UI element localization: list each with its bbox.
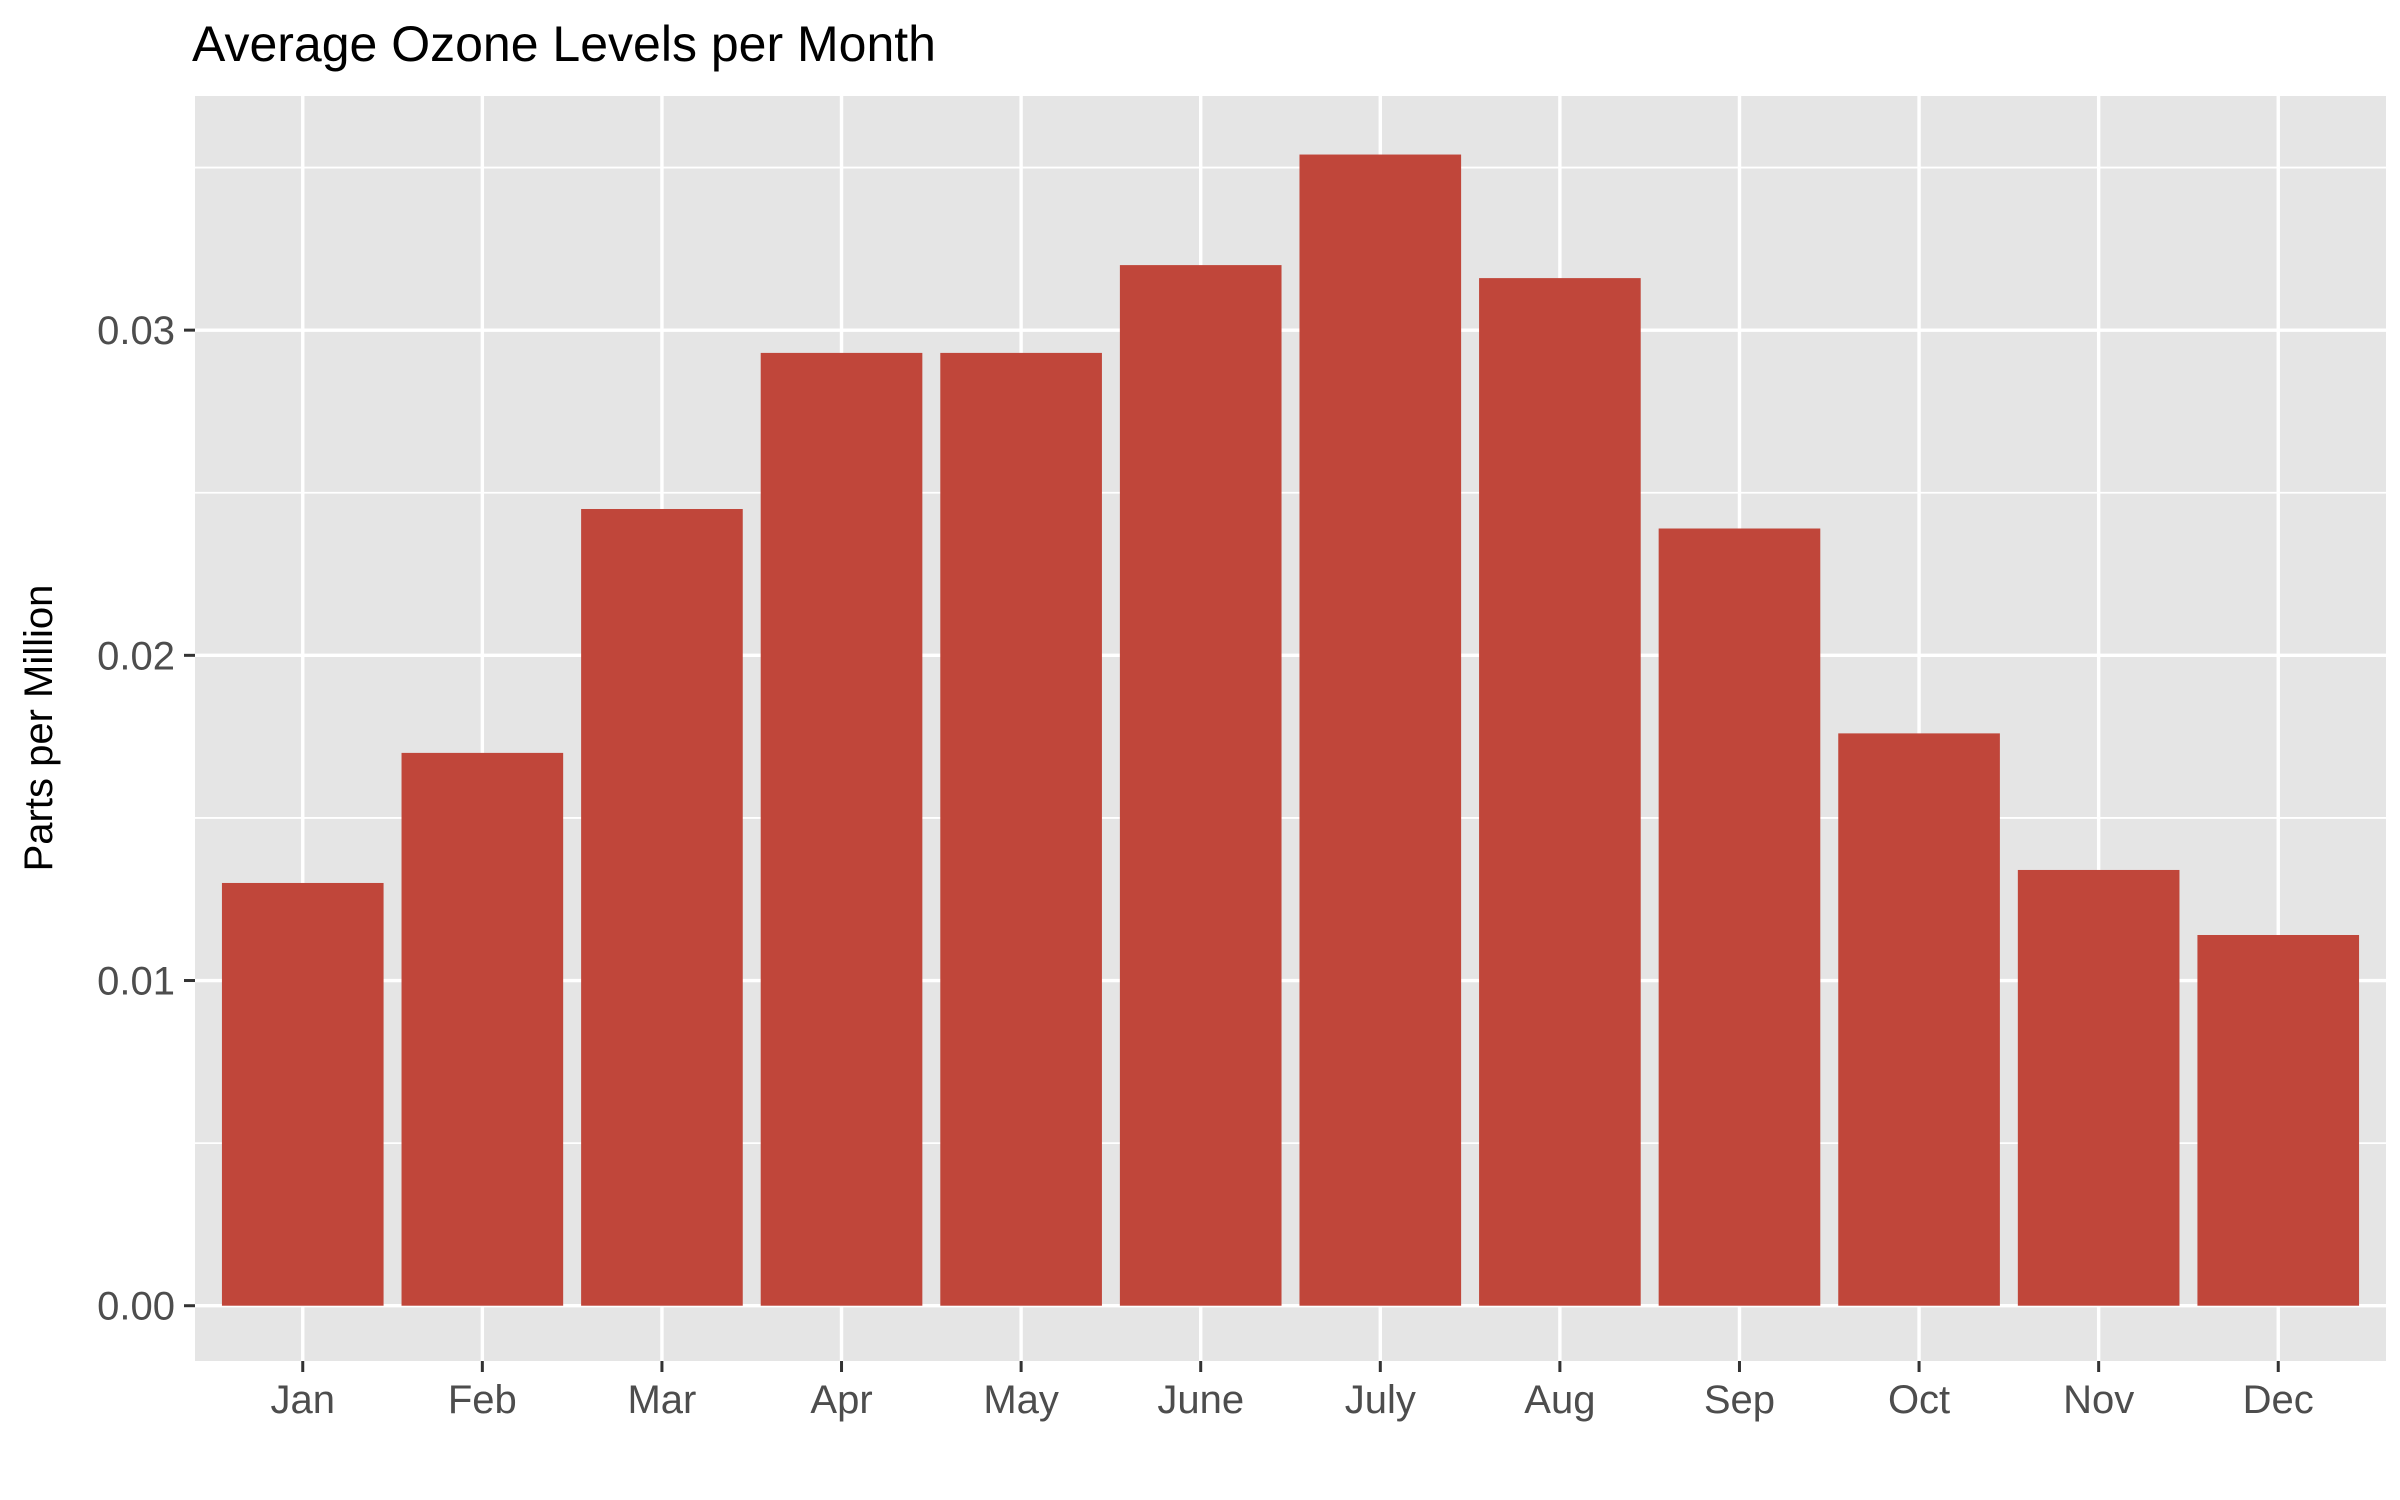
x-tick-label: Apr [810,1378,872,1422]
bar-feb [401,752,564,1306]
x-tick-label: May [983,1378,1059,1422]
bar-sep [1658,528,1821,1306]
bar-dec [2197,934,2360,1306]
bar-mar [581,508,743,1306]
bars [221,154,2360,1306]
x-tick-label: Jan [271,1378,336,1422]
x-axis: Jan Feb Mar Apr May June July Aug Sep Oct Nov Dec [271,1361,2314,1422]
x-tick-label: Feb [448,1378,517,1422]
y-axis-title: Parts per Million [17,585,61,872]
x-tick-label: Oct [1888,1378,1950,1422]
bar-jan [221,882,384,1306]
bar-july [1299,154,1462,1306]
bar-may [940,352,1102,1306]
x-tick-label: June [1157,1378,1244,1422]
y-tick-label: 0.00 [97,1285,175,1329]
x-tick-label: Mar [627,1378,696,1422]
x-tick-label: Sep [1704,1378,1775,1422]
x-tick-label: July [1345,1378,1416,1422]
y-tick-label: 0.03 [97,309,175,353]
x-tick-label: Aug [1524,1378,1595,1422]
bar-nov [2017,869,2180,1306]
x-tick-label: Dec [2243,1378,2314,1422]
bar-aug [1479,278,1641,1306]
x-tick-label: Nov [2063,1378,2134,1422]
chart-title: Average Ozone Levels per Month [192,16,936,72]
y-tick-label: 0.02 [97,634,175,678]
bar-oct [1838,733,2000,1306]
bar-june [1119,265,1282,1306]
bar-apr [760,352,923,1306]
y-axis: 0.00 0.01 0.02 0.03 [97,309,195,1329]
y-tick-label: 0.01 [97,960,175,1004]
